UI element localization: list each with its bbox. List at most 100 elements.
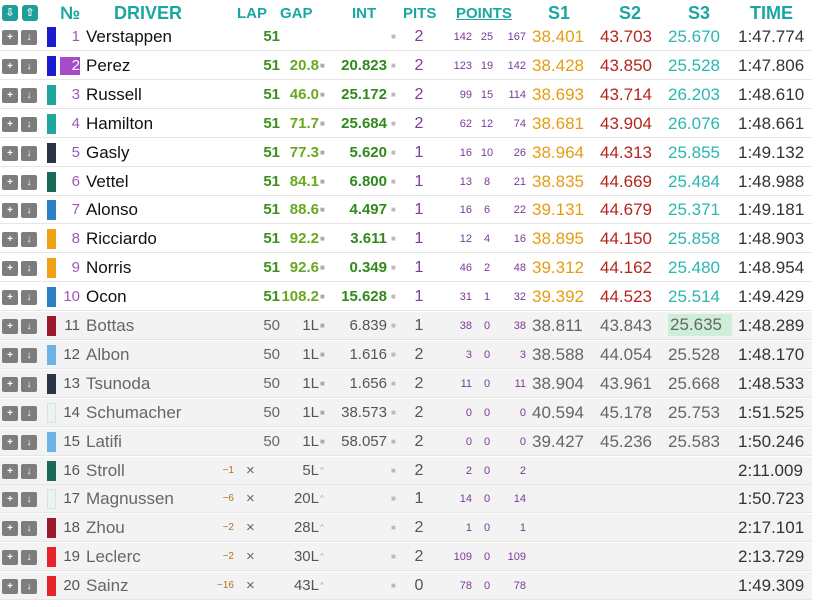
column-header-driver[interactable]: DRIVER	[114, 3, 183, 23]
column-header-time[interactable]: TIME	[750, 3, 793, 23]
lap-count: 51	[263, 56, 280, 74]
column-header-gap[interactable]: GAP	[280, 5, 313, 22]
move-up-button[interactable]: +	[2, 492, 18, 508]
move-down-button[interactable]: ↓	[21, 492, 37, 508]
lap-delta: −2	[222, 522, 234, 534]
sector2-time: 43.961	[600, 373, 652, 393]
move-up-button[interactable]: +	[2, 347, 18, 363]
move-down-button[interactable]: ↓	[21, 579, 37, 595]
move-down-button[interactable]: ↓	[21, 145, 37, 161]
move-down-button[interactable]: ↓	[21, 550, 37, 566]
move-down-button[interactable]: ↓	[21, 347, 37, 363]
driver-name[interactable]: Leclerc	[86, 547, 141, 567]
team-color-swatch	[47, 200, 56, 221]
points-total: 74	[513, 117, 526, 130]
move-down-button[interactable]: ↓	[21, 376, 37, 392]
points-before: 16	[459, 204, 472, 217]
move-down-button[interactable]: ↓	[21, 290, 37, 306]
sort-up-icon[interactable]: ⇧	[22, 5, 38, 21]
move-up-button[interactable]: +	[2, 463, 18, 479]
points-total: 11	[514, 377, 526, 390]
driver-name[interactable]: Bottas	[86, 316, 135, 335]
move-down-button[interactable]: ↓	[21, 434, 37, 450]
pit-stops: 2	[414, 345, 424, 363]
move-up-button[interactable]: +	[2, 376, 18, 392]
move-up-button[interactable]: +	[2, 550, 18, 566]
points-race: 25	[480, 31, 494, 43]
move-up-button[interactable]: +	[2, 203, 18, 219]
driver-name[interactable]: Norris	[86, 258, 132, 278]
move-up-button[interactable]: +	[2, 174, 18, 190]
driver-name[interactable]: Sainz	[86, 576, 129, 596]
pit-stops: 2	[414, 374, 424, 392]
move-up-button[interactable]: +	[2, 290, 18, 306]
column-header-s3[interactable]: S3	[688, 3, 711, 23]
best-lap-time: 1:48.610	[738, 84, 805, 104]
column-header-s1[interactable]: S1	[548, 3, 571, 23]
best-lap-time: 1:48.903	[738, 229, 805, 249]
driver-name[interactable]: Tsunoda	[86, 373, 151, 393]
sector3-time: 25.668	[668, 373, 720, 393]
driver-name[interactable]: Stroll	[86, 460, 125, 480]
driver-name[interactable]: Verstappen	[86, 27, 173, 46]
move-up-button[interactable]: +	[2, 116, 18, 132]
driver-name[interactable]: Ricciardo	[86, 229, 157, 249]
move-up-button[interactable]: +	[2, 434, 18, 450]
sector1-time: 38.811	[532, 316, 583, 335]
column-header-lap[interactable]: LAP	[237, 5, 267, 22]
move-down-button[interactable]: ↓	[21, 319, 37, 334]
column-header-pits[interactable]: PITS	[403, 5, 437, 22]
driver-name[interactable]: Hamilton	[86, 113, 154, 133]
move-up-button[interactable]: +	[2, 232, 18, 248]
move-up-button[interactable]: +	[2, 261, 18, 277]
driver-name[interactable]: Alonso	[86, 200, 138, 220]
gap-up-marker: ^	[320, 465, 324, 475]
move-down-button[interactable]: ↓	[21, 203, 37, 219]
move-down-button[interactable]: ↓	[21, 174, 37, 190]
move-up-button[interactable]: +	[2, 30, 18, 45]
driver-name[interactable]: Perez	[86, 55, 131, 75]
driver-name[interactable]: Zhou	[86, 518, 125, 538]
sector1-time: 38.401	[532, 27, 584, 46]
points-race: 0	[483, 348, 491, 361]
move-up-button[interactable]: +	[2, 87, 18, 103]
move-down-button[interactable]: ↓	[21, 463, 37, 479]
retired-icon: ×	[246, 519, 255, 537]
move-up-button[interactable]: +	[2, 405, 18, 421]
move-down-button[interactable]: ↓	[21, 116, 37, 132]
move-up-button[interactable]: +	[2, 58, 18, 74]
gap-down-marker: ■	[320, 205, 325, 215]
move-down-button[interactable]: ↓	[21, 30, 37, 45]
driver-name[interactable]: Albon	[86, 344, 130, 364]
move-down-button[interactable]: ↓	[21, 521, 37, 537]
move-up-button[interactable]: +	[2, 579, 18, 595]
driver-name[interactable]: Schumacher	[86, 402, 182, 422]
move-down-button[interactable]: ↓	[21, 261, 37, 277]
driver-name[interactable]: Vettel	[86, 171, 129, 191]
column-header-points[interactable]: POINTS	[456, 5, 512, 22]
interval-value: 25.684	[341, 114, 387, 132]
driver-name[interactable]: Russell	[86, 84, 142, 104]
sector2-time: 44.054	[600, 344, 652, 364]
lap-delta: −6	[222, 493, 234, 505]
move-up-button[interactable]: +	[2, 521, 18, 537]
pit-stops: 1	[414, 172, 424, 190]
move-up-button[interactable]: +	[2, 145, 18, 161]
column-header-s2[interactable]: S2	[619, 3, 642, 23]
sector3-time: 25.858	[668, 229, 720, 249]
driver-name[interactable]: Gasly	[86, 142, 130, 162]
sort-down-icon[interactable]: ⇩	[2, 5, 18, 21]
column-header-int[interactable]: INT	[352, 5, 377, 22]
move-down-button[interactable]: ↓	[21, 405, 37, 421]
move-down-button[interactable]: ↓	[21, 58, 37, 74]
driver-name[interactable]: Latifi	[86, 431, 122, 451]
move-up-button[interactable]: +	[2, 319, 18, 334]
move-down-button[interactable]: ↓	[21, 87, 37, 103]
driver-name[interactable]: Magnussen	[86, 489, 174, 509]
interval-marker: ■	[391, 263, 396, 273]
table-row: + ↓ 11 Bottas 50 1L ■ 6.839 ■ 1 38 0 38 38.811 43.843 2…	[0, 312, 812, 340]
driver-name[interactable]: Ocon	[86, 287, 127, 307]
points-before: 142	[453, 31, 472, 43]
points-total: 142	[507, 59, 526, 72]
move-down-button[interactable]: ↓	[21, 232, 37, 248]
